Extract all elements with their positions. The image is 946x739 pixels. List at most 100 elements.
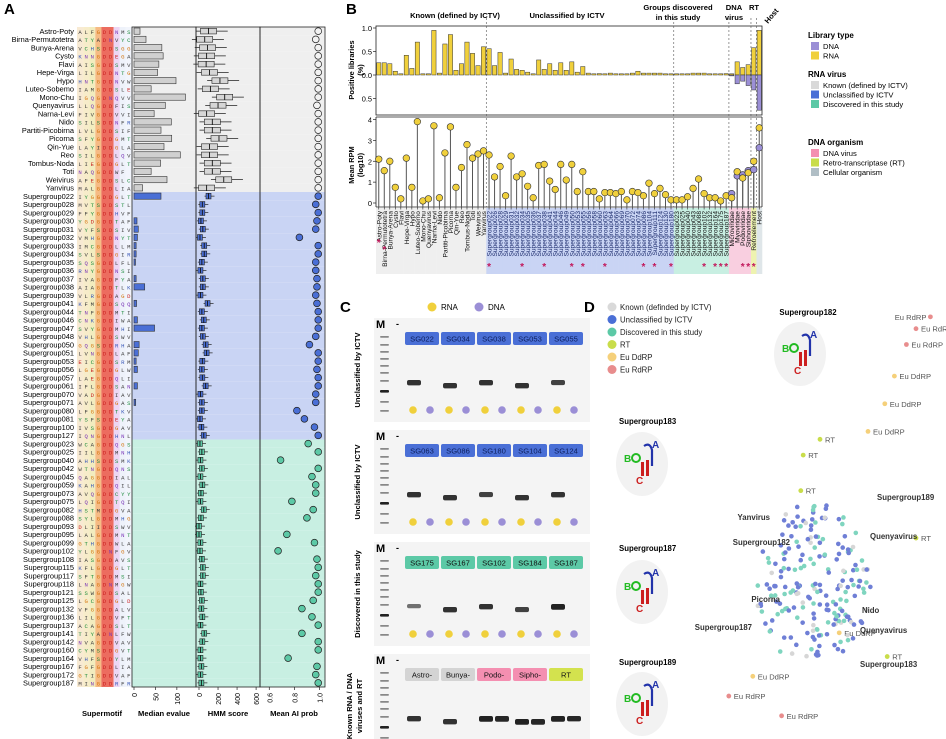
ai-prob-point xyxy=(288,497,296,506)
row-label: Supergroup102 xyxy=(23,547,74,556)
rna-bar xyxy=(530,73,536,76)
motif-letter: Y xyxy=(115,656,119,663)
motif-letter: D xyxy=(109,384,113,391)
motif-letter: V xyxy=(127,425,131,432)
row-background xyxy=(132,43,325,52)
ai-prob-point xyxy=(314,563,322,572)
row-background xyxy=(132,472,325,481)
motif-letter: D xyxy=(103,375,107,382)
motif-letter: I xyxy=(84,615,87,622)
motif-letter: V xyxy=(121,111,125,118)
motif-letter: E xyxy=(91,177,95,184)
ladder-band xyxy=(380,365,389,367)
legend-swatch xyxy=(811,90,819,99)
rpm-rna-point xyxy=(573,187,581,196)
rna-bar xyxy=(431,30,437,76)
cluster-point xyxy=(778,568,784,574)
row-label: Supergroup167 xyxy=(23,662,74,671)
row-background xyxy=(132,249,325,258)
evalue-bar xyxy=(133,225,139,233)
motif-letter: S xyxy=(91,425,95,432)
category-band xyxy=(662,208,669,274)
ladder-band xyxy=(380,463,389,465)
motif-letter: H xyxy=(127,450,130,457)
motif-letter: V xyxy=(84,202,88,209)
row-label: Supergroup160 xyxy=(23,646,74,655)
motif-letter: D xyxy=(109,202,113,209)
row-background xyxy=(132,216,325,225)
outlier-label: Eu DdRP xyxy=(899,372,931,381)
motif-letter: I xyxy=(78,194,81,201)
cluster-point xyxy=(781,518,787,523)
cluster-annotation: Supergroup182 xyxy=(733,538,791,547)
rpm-rna-point xyxy=(397,195,405,203)
motif-letter: I xyxy=(78,384,81,391)
x-tick-label: Reo xyxy=(459,211,466,223)
row-label: Astro-Poty xyxy=(40,27,75,36)
evalue-bar xyxy=(133,167,152,175)
panel-d: D Known (definded by ICTV)Unclassified by… xyxy=(584,299,946,736)
motif-letter: V xyxy=(115,37,119,44)
category-band xyxy=(646,208,653,274)
motif-letter: T xyxy=(84,540,88,547)
motif-letter: G xyxy=(97,153,101,160)
x-tick-label: Nido xyxy=(437,211,444,225)
rna-band xyxy=(515,495,529,501)
motif-letter: N xyxy=(84,268,87,275)
motif-letter: S xyxy=(84,417,88,424)
motif-letter: S xyxy=(127,441,131,448)
legend-dna-label: DNA xyxy=(488,303,506,312)
motif-letter: G xyxy=(127,516,131,523)
motif-letter: D xyxy=(103,153,107,160)
rna-band xyxy=(515,607,529,613)
rna-bar xyxy=(425,73,431,76)
x-tick-label: Supergroup035 xyxy=(525,211,532,257)
ladder-band xyxy=(380,401,389,403)
sample-label: SG102 xyxy=(482,559,506,568)
category-band xyxy=(475,208,482,274)
motif-letter: Y xyxy=(78,549,82,556)
cluster-point xyxy=(774,599,779,604)
motif-letter: N xyxy=(91,681,94,688)
motif-letter: W xyxy=(121,524,125,531)
motif-letter: F xyxy=(91,664,94,671)
motif-letter: D xyxy=(103,450,107,457)
motif-letter: D xyxy=(109,606,113,613)
motif-letter: G xyxy=(97,54,101,61)
motif-letter: D xyxy=(103,672,107,679)
motif-letter: L xyxy=(91,128,94,135)
motif-letter: V xyxy=(127,639,131,646)
evalue-bar xyxy=(133,77,177,85)
row-label: Supergroup099 xyxy=(23,538,74,547)
rpm-rna-point xyxy=(733,168,741,176)
motif-letter: L xyxy=(127,433,130,440)
row-background xyxy=(132,390,325,399)
motif-letter: Y xyxy=(84,516,88,523)
motif-letter: D xyxy=(78,524,82,531)
rpm-rna-point xyxy=(750,157,758,165)
row-background xyxy=(132,406,325,415)
cluster-point xyxy=(831,622,836,627)
motif-letter: S xyxy=(97,458,101,465)
motif-letter: L xyxy=(121,540,124,547)
evalue-bar xyxy=(133,316,138,324)
motif-letter: G xyxy=(97,573,101,580)
cluster-point xyxy=(838,639,843,645)
motif-letter: I xyxy=(121,103,124,110)
rna-bar xyxy=(381,62,387,76)
rna-bar xyxy=(641,72,646,76)
row-background xyxy=(132,357,325,366)
motif-letter: A xyxy=(127,186,131,193)
motif-letter: G xyxy=(115,367,119,374)
motif-letter: C xyxy=(91,598,95,605)
dna-band xyxy=(567,716,581,722)
motif-letter: D xyxy=(109,326,113,333)
motif-letter: L xyxy=(78,367,81,374)
motif-letter: W xyxy=(127,631,131,638)
motif-letter: G xyxy=(97,359,101,366)
motif-letter: R xyxy=(127,252,131,259)
motif-letter: V xyxy=(121,95,125,102)
rna-bar xyxy=(552,70,558,76)
row-background xyxy=(132,637,325,646)
ai-prob-point xyxy=(314,250,322,258)
